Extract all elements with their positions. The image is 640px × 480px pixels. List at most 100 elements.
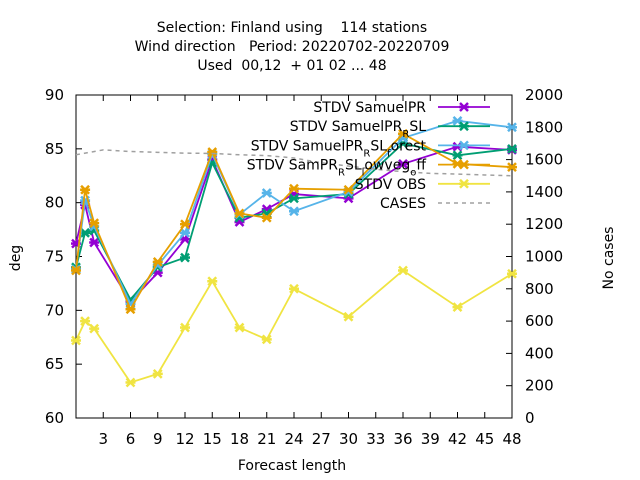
data-point	[71, 335, 81, 346]
legend-text: STDV SamPR	[247, 158, 339, 174]
series-line	[75, 269, 513, 384]
data-point	[398, 265, 408, 276]
data-point	[234, 208, 245, 219]
y-axis-right: 0 200 400 600 800 1000 1200 1400 1600 1800 2000	[506, 86, 563, 427]
title-line: Wind direction Period: 20220702-20220709	[135, 39, 450, 55]
y-tick-label: 60	[45, 409, 64, 427]
x-tick-label: 45	[475, 430, 494, 448]
data-point	[89, 237, 100, 248]
y-axis-left: 60 65 70 75 80 85 90	[45, 86, 82, 427]
legend-subscript: l	[362, 167, 365, 178]
y2-tick-label: 1000	[525, 248, 563, 266]
x-tick-label: 42	[448, 430, 467, 448]
legend-subscript: R	[363, 148, 370, 159]
y2-axis-label: No cases	[601, 227, 617, 290]
y2-tick-label: 2000	[525, 86, 563, 104]
legend-text: ff	[416, 158, 426, 174]
legend-text: SL	[409, 119, 426, 135]
x-axis: 3 6 9 12 15 18 21 24 27 30 33 36 39 42 45 48	[98, 95, 522, 448]
data-point	[343, 184, 354, 195]
y2-tick-label: 1400	[525, 183, 563, 201]
title-line: Selection: Finland using 114 stations	[157, 20, 427, 36]
y-tick-label: 65	[45, 355, 64, 373]
legend-label: STDV SamuelPRRSL	[290, 119, 426, 140]
data-point	[80, 227, 91, 238]
legend-label: STDV SamuelPR	[313, 100, 426, 116]
data-point	[180, 227, 190, 238]
data-point	[289, 193, 299, 204]
x-tick-label: 24	[284, 430, 303, 448]
legend-label: CASES	[380, 196, 426, 212]
legend-item-stdv-sampr-sl-lowveg-off: STDV SamPRRSLlowvegoff	[247, 158, 490, 179]
series-cases	[75, 149, 513, 177]
data-point	[80, 184, 91, 195]
legend-item-stdv-samuelpr-sl: STDV SamuelPRRSL	[290, 119, 490, 140]
y-axis-label: deg	[8, 245, 24, 271]
legend-text: SL	[370, 138, 387, 154]
data-point	[89, 323, 100, 334]
x-tick-label: 36	[393, 430, 412, 448]
y2-tick-label: 400	[525, 344, 554, 362]
data-point	[398, 128, 408, 139]
data-point	[452, 150, 463, 161]
data-point	[71, 265, 81, 276]
data-point	[289, 183, 299, 194]
x-tick-label: 15	[203, 430, 222, 448]
y-tick-label: 75	[45, 248, 64, 266]
y2-tick-label: 0	[525, 409, 535, 427]
data-point	[261, 334, 272, 345]
data-point	[89, 218, 100, 229]
legend-text: owveg	[364, 158, 410, 174]
y-tick-label: 70	[45, 301, 64, 319]
y2-tick-label: 1800	[525, 118, 563, 136]
legend-subscript: o	[410, 167, 416, 178]
y2-tick-label: 1200	[525, 215, 563, 233]
legend-text: orest	[391, 138, 427, 154]
y-tick-label: 85	[45, 140, 64, 158]
data-point	[234, 322, 245, 333]
data-point	[180, 252, 190, 263]
x-tick-label: 30	[339, 430, 358, 448]
legend-marker	[459, 121, 469, 132]
series-line	[75, 149, 513, 177]
y2-tick-label: 1600	[525, 151, 563, 169]
x-tick-label: 9	[153, 430, 163, 448]
y2-tick-label: 200	[525, 377, 554, 395]
legend-item-stdv-samuelpr-sl-forest: STDV SamuelPRRSLforest	[251, 138, 490, 159]
x-tick-label: 39	[421, 430, 440, 448]
x-tick-label: 48	[502, 430, 521, 448]
x-tick-label: 6	[126, 430, 136, 448]
x-tick-label: 18	[230, 430, 249, 448]
legend-label: STDV OBS	[355, 177, 426, 193]
legend-subscript: R	[338, 167, 345, 178]
data-point	[398, 159, 408, 169]
x-tick-label: 27	[312, 430, 331, 448]
legend-subscript: R	[402, 129, 409, 140]
legend-marker	[459, 159, 469, 170]
y-tick-label: 90	[45, 86, 64, 104]
legend-marker	[459, 178, 469, 189]
y2-tick-label: 800	[525, 280, 554, 298]
x-tick-label: 12	[175, 430, 194, 448]
x-tick-label: 33	[366, 430, 385, 448]
data-point	[452, 302, 463, 312]
legend-item-cases: CASES	[380, 196, 490, 212]
data-point	[507, 122, 517, 133]
data-point	[152, 368, 163, 379]
data-point	[507, 162, 517, 173]
data-point	[125, 304, 136, 315]
legend-item-stdv-samuelpr: STDV SamuelPR	[313, 100, 490, 116]
data-point	[180, 219, 190, 230]
data-point	[343, 311, 354, 322]
x-tick-label: 21	[257, 430, 276, 448]
y2-tick-label: 600	[525, 312, 554, 330]
legend-label: STDV SamPRRSLlowvegoff	[247, 158, 427, 179]
legend-label: STDV SamuelPRRSLforest	[251, 138, 427, 159]
data-point	[152, 256, 163, 267]
legend-text: STDV SamuelPR	[251, 138, 364, 154]
series-line	[75, 132, 513, 312]
legend-text: STDV SamuelPR	[290, 119, 403, 135]
data-point	[207, 276, 218, 287]
